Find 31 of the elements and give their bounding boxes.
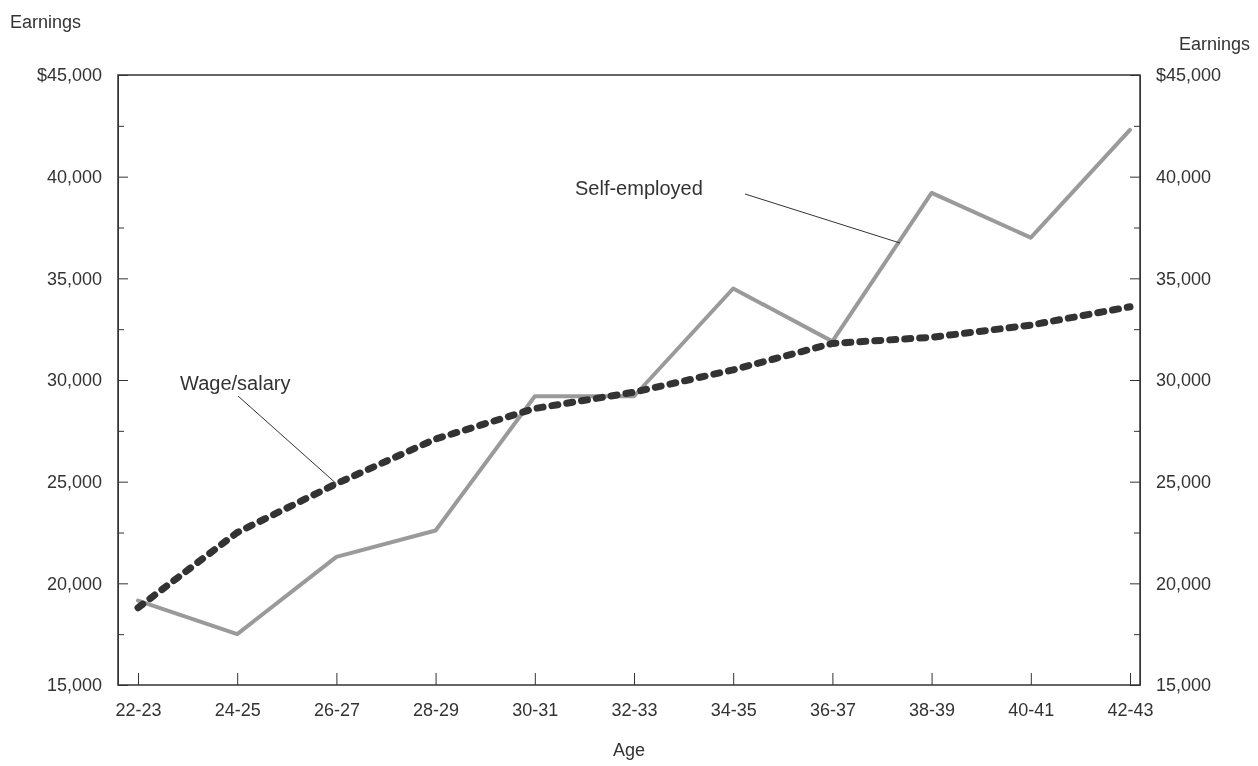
y2-tick-label: 35,000 [1156,268,1212,289]
x-tick-label: 30-31 [512,699,559,720]
y2-tick-label: 15,000 [1156,675,1212,696]
y2-tick-label: 40,000 [1156,166,1212,187]
x-tick-label: 36-37 [809,699,856,720]
x-tick-label: 38-39 [909,699,956,720]
y-tick-label: 40,000 [46,166,102,187]
line-series [136,127,1132,637]
x-axis-title: Age [612,740,646,760]
x-tick-label: 24-25 [214,699,261,720]
y-tick-label: 30,000 [46,370,102,391]
x-tick-label: 26-27 [313,699,360,720]
y2-tick-label: 25,000 [1156,471,1212,492]
x-tick-label: 28-29 [413,699,460,720]
y-tick-label: $45,000 [36,65,102,86]
annotation: Self-employed [575,177,703,199]
x-tick-label: 40-41 [1008,699,1055,720]
y-tick-label: 20,000 [46,573,102,594]
y2-axis-title: Earnings [1178,34,1250,54]
x-tick-label: 34-35 [710,699,757,720]
y-tick-label: 35,000 [46,268,102,289]
y-axis-title: Earnings [10,12,82,32]
y-tick-label: 25,000 [46,471,102,492]
y2-tick-label: 30,000 [1156,370,1212,391]
x-tick-label: 42-43 [1107,699,1154,720]
y-tick-label: 15,000 [46,675,102,696]
y2-tick-label: $45,000 [1156,65,1222,86]
annotation: Wage/salary [180,372,291,394]
y2-tick-label: 20,000 [1156,573,1212,594]
x-tick-label: 32-33 [611,699,658,720]
x-tick-label: 22-23 [115,699,162,720]
